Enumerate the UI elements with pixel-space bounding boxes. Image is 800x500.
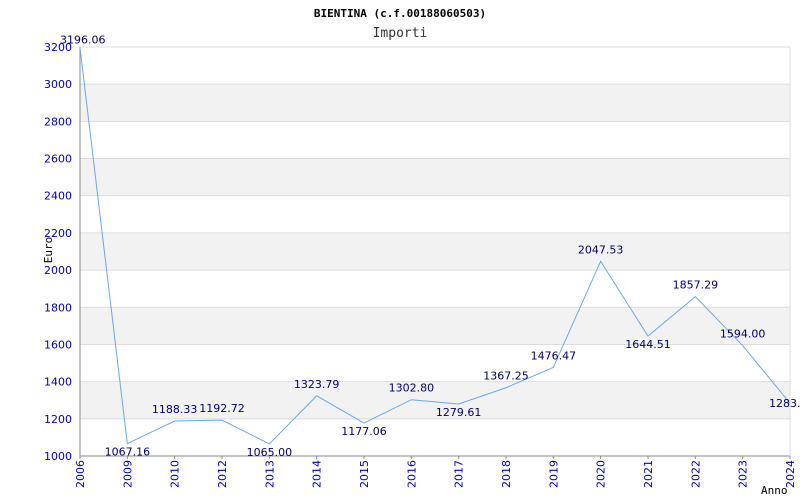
- axes: [79, 47, 791, 457]
- grid-bands: [80, 84, 790, 419]
- x-tick-label: 2024: [784, 460, 797, 488]
- x-tick-label: 2010: [169, 460, 182, 488]
- grid-band: [80, 158, 790, 196]
- x-tick-label: 2013: [263, 460, 276, 488]
- y-tick-label: 1200: [44, 413, 72, 426]
- x-tick-label: 2019: [547, 460, 560, 488]
- x-tick-label: 2022: [689, 460, 702, 488]
- y-tick-label: 2200: [44, 227, 72, 240]
- gridlines: [80, 46, 790, 457]
- y-tick-label: 3200: [44, 41, 72, 54]
- data-label: 1283.9: [769, 397, 800, 410]
- grid-band: [80, 84, 790, 122]
- grid-band: [80, 381, 790, 419]
- chart-subtitle: Importi: [373, 26, 428, 41]
- y-tick-label: 1800: [44, 301, 72, 314]
- data-label: 1177.06: [341, 425, 387, 438]
- x-tick-label: 2016: [405, 460, 418, 488]
- x-tick-label: 2023: [737, 460, 750, 488]
- y-tick-label: 3000: [44, 78, 72, 91]
- y-tick-label: 2400: [44, 190, 72, 203]
- x-tick-label: 2018: [500, 460, 513, 488]
- chart-title: BIENTINA (c.f.00188060503): [314, 7, 486, 20]
- x-tick-label: 2021: [642, 460, 655, 488]
- grid-band: [80, 307, 790, 345]
- data-label: 3196.06: [60, 34, 106, 47]
- series-line: [79, 47, 791, 445]
- x-tick-label: 2009: [121, 460, 134, 488]
- x-tick-label: 2017: [453, 460, 466, 488]
- y-tick-label: 1400: [44, 376, 72, 389]
- data-label: 1188.33: [152, 403, 198, 416]
- data-label: 1067.16: [105, 446, 151, 459]
- data-label: 1302.80: [389, 382, 435, 395]
- y-tick-label: 1000: [44, 450, 72, 463]
- y-axis-ticks: 1000 1200 1400 1600 1800 2000 2200 2400 2600 2800…: [44, 41, 72, 463]
- data-label: 1367.25: [483, 370, 529, 383]
- x-tick-label: 2012: [216, 460, 229, 488]
- data-label: 2047.53: [578, 243, 624, 256]
- y-axis-label: Euro: [42, 237, 55, 264]
- x-axis-label: Anno: [761, 484, 788, 497]
- y-tick-label: 1600: [44, 338, 72, 351]
- data-label: 1594.00: [720, 328, 766, 341]
- y-tick-label: 2000: [44, 264, 72, 277]
- data-label: 1065.00: [247, 446, 293, 459]
- x-tick-label: 2014: [311, 460, 324, 488]
- data-label: 1192.72: [199, 402, 245, 415]
- data-labels: 3196.06 1067.16 1188.33 1192.72 1065.00 1323.…: [60, 34, 800, 459]
- data-label: 1644.51: [625, 338, 671, 351]
- data-label: 1323.79: [294, 378, 340, 391]
- data-label: 1857.29: [673, 279, 719, 292]
- x-tick-label: 2015: [358, 460, 371, 488]
- x-tick-label: 2006: [74, 460, 87, 488]
- x-tick-label: 2020: [595, 460, 608, 488]
- y-tick-label: 2800: [44, 115, 72, 128]
- data-label: 1476.47: [531, 349, 577, 362]
- series-line-group: [79, 47, 791, 445]
- x-axis-ticks: 2006 2009 2010 2012 2013 2014 2015 2016 2017 2018…: [74, 456, 797, 488]
- y-tick-label: 2600: [44, 153, 72, 166]
- grid-band: [80, 232, 790, 271]
- data-label: 1279.61: [436, 406, 482, 419]
